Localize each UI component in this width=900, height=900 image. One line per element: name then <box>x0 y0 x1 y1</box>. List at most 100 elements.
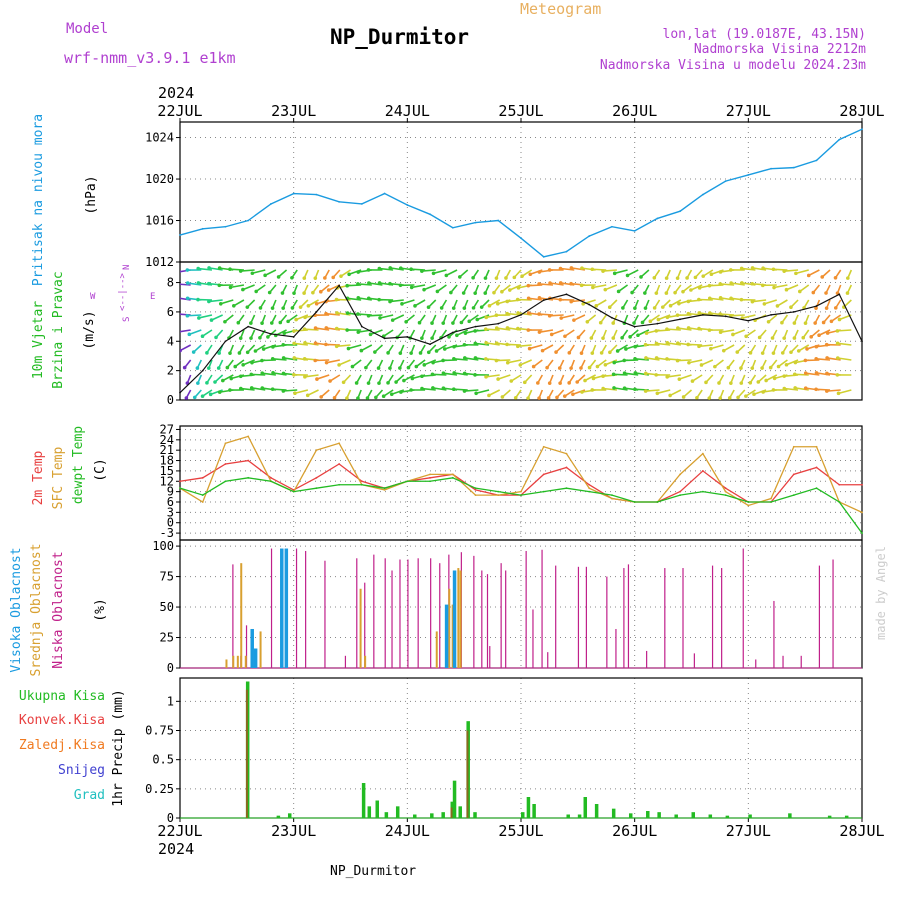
wind-arrowhead <box>536 381 540 385</box>
wind-arrowhead <box>772 285 776 290</box>
cloud-bar <box>623 568 625 668</box>
wind-arrowhead <box>630 290 634 295</box>
wind-arrowhead <box>639 275 643 279</box>
wind-arrow <box>688 343 703 346</box>
wind-arrowhead <box>707 328 712 332</box>
wind-arrow <box>549 282 564 286</box>
wind-arrow <box>742 314 756 319</box>
wind-speed-line-point <box>270 333 272 335</box>
wind-arrow <box>645 357 660 361</box>
wind-arrowhead <box>414 364 419 369</box>
wind-arrow <box>272 358 287 361</box>
wind-arrowhead <box>270 387 275 391</box>
wind-speed-line-point <box>429 343 431 346</box>
wind-arrowhead <box>271 371 275 375</box>
y-tick-label: 1016 <box>145 214 174 228</box>
wind-arrow <box>720 329 735 334</box>
wind-arrowhead <box>345 328 349 332</box>
cloud-bar <box>344 655 347 668</box>
wind-arrowhead <box>549 332 554 337</box>
wind-arrowhead <box>513 395 518 400</box>
wind-arrow <box>294 389 309 395</box>
wind-arrowhead <box>717 381 721 385</box>
wind-arrowhead <box>195 366 200 370</box>
wind-arrowhead <box>792 372 797 377</box>
wind-arrow <box>731 282 745 286</box>
cloud-bar <box>270 548 273 668</box>
wind-arrow <box>304 328 319 331</box>
wind-arrowhead <box>406 365 411 370</box>
wind-arrowhead <box>796 349 801 353</box>
pressure-line-point <box>247 219 250 222</box>
cloud-bar <box>646 650 648 668</box>
wind-arrowhead <box>388 366 392 370</box>
wind-arrowhead <box>632 321 636 325</box>
wind-arrow <box>614 269 628 275</box>
y-tick-label: 50 <box>160 600 174 614</box>
wind-arrowhead <box>174 381 178 385</box>
wind-speed-line-point <box>588 303 591 306</box>
wind-arrowhead <box>546 396 551 400</box>
wind-arrowhead <box>628 335 632 339</box>
wind-arrowhead <box>776 364 781 369</box>
wind-speed-line-point <box>542 299 545 302</box>
wind-arrowhead <box>206 366 211 370</box>
wind-arrowhead <box>580 266 584 270</box>
wind-arrowhead <box>633 387 637 392</box>
wind-arrowhead <box>298 305 303 309</box>
wind-arrowhead <box>487 303 492 308</box>
wind-arrowhead <box>814 387 818 392</box>
wind-arrowhead <box>782 336 786 340</box>
temp-dewpoint-line-point <box>429 480 431 483</box>
wind-arrowhead <box>770 336 775 340</box>
precip-bar <box>577 814 582 818</box>
cloud-bar <box>295 548 298 668</box>
wind-arrowhead <box>547 314 552 318</box>
wind-arrowhead <box>505 326 510 330</box>
temp-dewpoint-line-point <box>792 494 795 496</box>
wind-arrow <box>637 329 650 336</box>
temp-sfc-line-point <box>497 494 500 496</box>
wind-arrow <box>287 314 298 323</box>
y-tick-label: 3 <box>167 505 174 519</box>
wind-arrow <box>242 359 255 366</box>
cloud-bar <box>391 570 393 668</box>
wind-arrowhead <box>744 394 748 398</box>
wind-arrowhead <box>386 351 390 355</box>
wind-arrowhead <box>377 281 382 285</box>
cloud-bar <box>444 604 449 668</box>
wind-arrowhead <box>768 365 773 370</box>
wind-arrowhead <box>775 304 780 308</box>
wind-arrowhead <box>803 358 808 363</box>
wind-arrowhead <box>660 305 665 309</box>
wind-arrowhead <box>612 360 617 365</box>
wind-arrowhead <box>260 321 264 325</box>
precip-legend-snow: Snijeg <box>58 763 105 778</box>
wind-arrow <box>677 359 692 362</box>
wind-arrowhead <box>625 273 630 278</box>
temp-sfc-line-point <box>701 452 704 455</box>
precip-bar <box>844 815 849 818</box>
wind-speed-line-point <box>497 322 500 325</box>
wind-arrowhead <box>567 351 572 355</box>
wind-arrowhead <box>399 390 403 394</box>
wind-arrowhead <box>495 301 500 306</box>
wind-arrowhead <box>500 395 505 399</box>
wind-arrowhead <box>398 266 403 270</box>
wind-arrow <box>485 328 500 331</box>
wind-arrow <box>784 387 799 391</box>
wind-arrow <box>519 359 532 366</box>
wind-arrowhead <box>398 351 403 355</box>
wind-arrowhead <box>410 376 415 381</box>
wind-arrow <box>799 284 810 293</box>
wind-arrow <box>315 327 330 331</box>
wind-arrow <box>710 344 724 350</box>
wind-arrowhead <box>825 389 829 393</box>
wind-arrow <box>383 329 394 337</box>
wind-speed-line-point <box>611 316 613 319</box>
wind-arrowhead <box>545 365 549 370</box>
wind-arrowhead <box>447 335 451 339</box>
y-tick-label: 15 <box>160 464 174 478</box>
wind-arrowhead <box>739 297 744 302</box>
wind-arrow <box>496 359 511 362</box>
